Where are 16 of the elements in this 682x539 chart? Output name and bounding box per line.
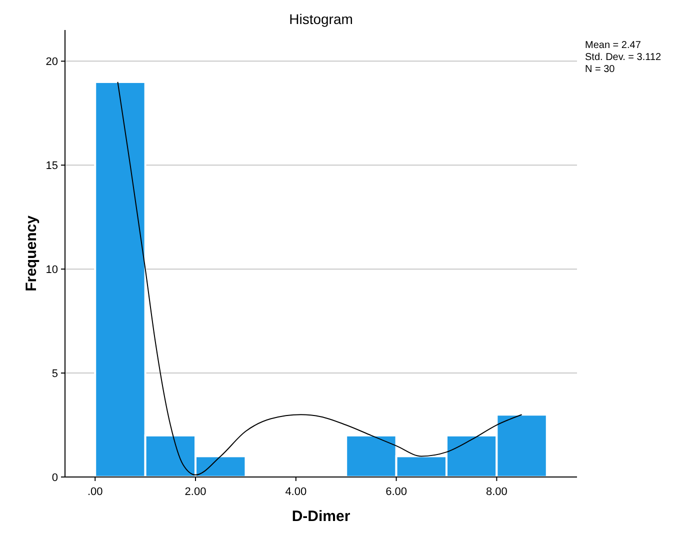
x-axis-title: D-Dimer <box>292 508 350 525</box>
chart-title: Histogram <box>289 11 353 27</box>
text: Std. Dev. = 3.112 <box>585 52 662 63</box>
x-tick-label: 2.00 <box>184 486 206 498</box>
text: N = 30 <box>585 64 616 75</box>
x-tick-label: 8.00 <box>486 486 508 498</box>
y-tick-label: 0 <box>52 472 58 484</box>
y-tick-label: 5 <box>52 368 58 380</box>
y-tick-label: 15 <box>46 160 58 172</box>
x-tick-label: 6.00 <box>386 486 408 498</box>
y-tick-label: 10 <box>46 264 58 276</box>
text: Mean = 2.47 <box>585 40 642 51</box>
y-tick-label: 20 <box>46 56 58 68</box>
x-tick-label: .00 <box>87 486 103 498</box>
y-axis-title: Frequency <box>23 214 40 292</box>
x-tick-label: 4.00 <box>285 486 307 498</box>
